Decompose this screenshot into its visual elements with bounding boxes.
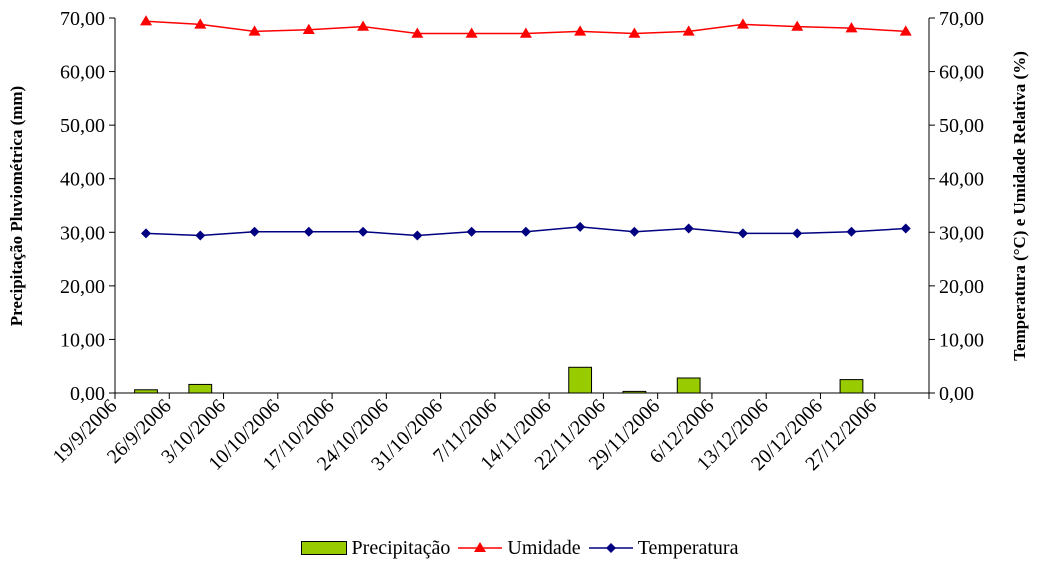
left-axis-title: Precipitação Pluviométrica (mm) xyxy=(7,86,26,326)
umidade-point xyxy=(411,27,424,38)
umidade-point xyxy=(519,27,532,38)
umidade-point xyxy=(628,27,641,38)
temperatura-point xyxy=(629,226,640,237)
left-y-tick-label: 50,00 xyxy=(60,115,105,137)
umidade-point xyxy=(899,25,912,36)
umidade-point xyxy=(845,22,858,33)
right-y-tick-label: 50,00 xyxy=(939,115,984,137)
legend-label: Precipitação xyxy=(351,536,451,559)
umidade-point xyxy=(248,25,261,36)
umidade-point xyxy=(357,20,370,31)
umidade-point xyxy=(682,25,695,36)
legend-swatch-line xyxy=(458,542,503,552)
legend-item-temperatura: Temperatura xyxy=(588,536,743,560)
temperatura-point xyxy=(900,223,911,234)
right-y-tick-label: 60,00 xyxy=(939,62,984,84)
right-y-tick-label: 20,00 xyxy=(939,276,984,298)
temperatura-point xyxy=(520,226,531,237)
right-y-tick-label: 0,00 xyxy=(939,383,974,405)
temperatura-point xyxy=(249,226,260,237)
line-series xyxy=(140,15,912,241)
temperatura-point xyxy=(141,228,152,239)
precipitacao-bar xyxy=(676,377,701,394)
legend-item-umidade: Umidade xyxy=(458,537,584,560)
umidade-point xyxy=(194,18,207,29)
umidade-point xyxy=(302,23,315,34)
legend-swatch-bar xyxy=(300,541,347,555)
temperatura-point xyxy=(358,226,369,237)
temperatura-point xyxy=(846,226,857,237)
precipitacao-bar xyxy=(188,383,213,394)
temperatura-point xyxy=(195,230,206,241)
right-y-tick-label: 30,00 xyxy=(939,222,984,244)
umidade-point xyxy=(736,18,749,29)
temperatura-point xyxy=(792,228,803,239)
legend-label: Temperatura xyxy=(637,536,739,559)
legend-item-precipitacao: Precipitação xyxy=(300,536,455,560)
right-y-tick-label: 70,00 xyxy=(939,8,984,30)
temperatura-point xyxy=(412,230,423,241)
temperatura-point xyxy=(575,221,586,232)
left-y-tick-label: 0,00 xyxy=(70,383,105,405)
precipitacao-bar xyxy=(568,366,593,394)
axes: 0,00 0,00 10,00 10,00 20,00 20,00 30,00 30,00 40… xyxy=(49,8,984,475)
umidade-point xyxy=(574,25,587,36)
legend-diamond-marker xyxy=(605,543,616,553)
right-axis-title: Temperatura (°C) e Umidade Relativa (%) xyxy=(1010,51,1029,361)
precipitacao-bar xyxy=(839,379,864,394)
left-y-tick-label: 70,00 xyxy=(60,8,105,30)
umidade-point xyxy=(791,20,804,31)
legend-swatch-line xyxy=(588,543,633,553)
left-y-tick-label: 40,00 xyxy=(60,169,105,191)
legend: Precipitação Umidade Temperatura xyxy=(0,534,1043,562)
left-y-tick-label: 30,00 xyxy=(60,222,105,244)
temperatura-point xyxy=(303,226,314,237)
right-y-tick-label: 40,00 xyxy=(939,169,984,191)
umidade-point xyxy=(140,15,153,26)
left-y-tick-label: 10,00 xyxy=(60,329,105,351)
temperatura-point xyxy=(737,228,748,239)
left-y-tick-label: 20,00 xyxy=(60,276,105,298)
bar-series xyxy=(134,366,864,394)
umidade-point xyxy=(465,27,478,38)
legend-label: Umidade xyxy=(507,536,581,559)
legend-triangle-marker xyxy=(474,542,487,552)
left-y-tick-label: 60,00 xyxy=(60,62,105,84)
temperatura-point xyxy=(466,226,477,237)
temperatura-point xyxy=(683,223,694,234)
right-y-tick-label: 10,00 xyxy=(939,329,984,351)
